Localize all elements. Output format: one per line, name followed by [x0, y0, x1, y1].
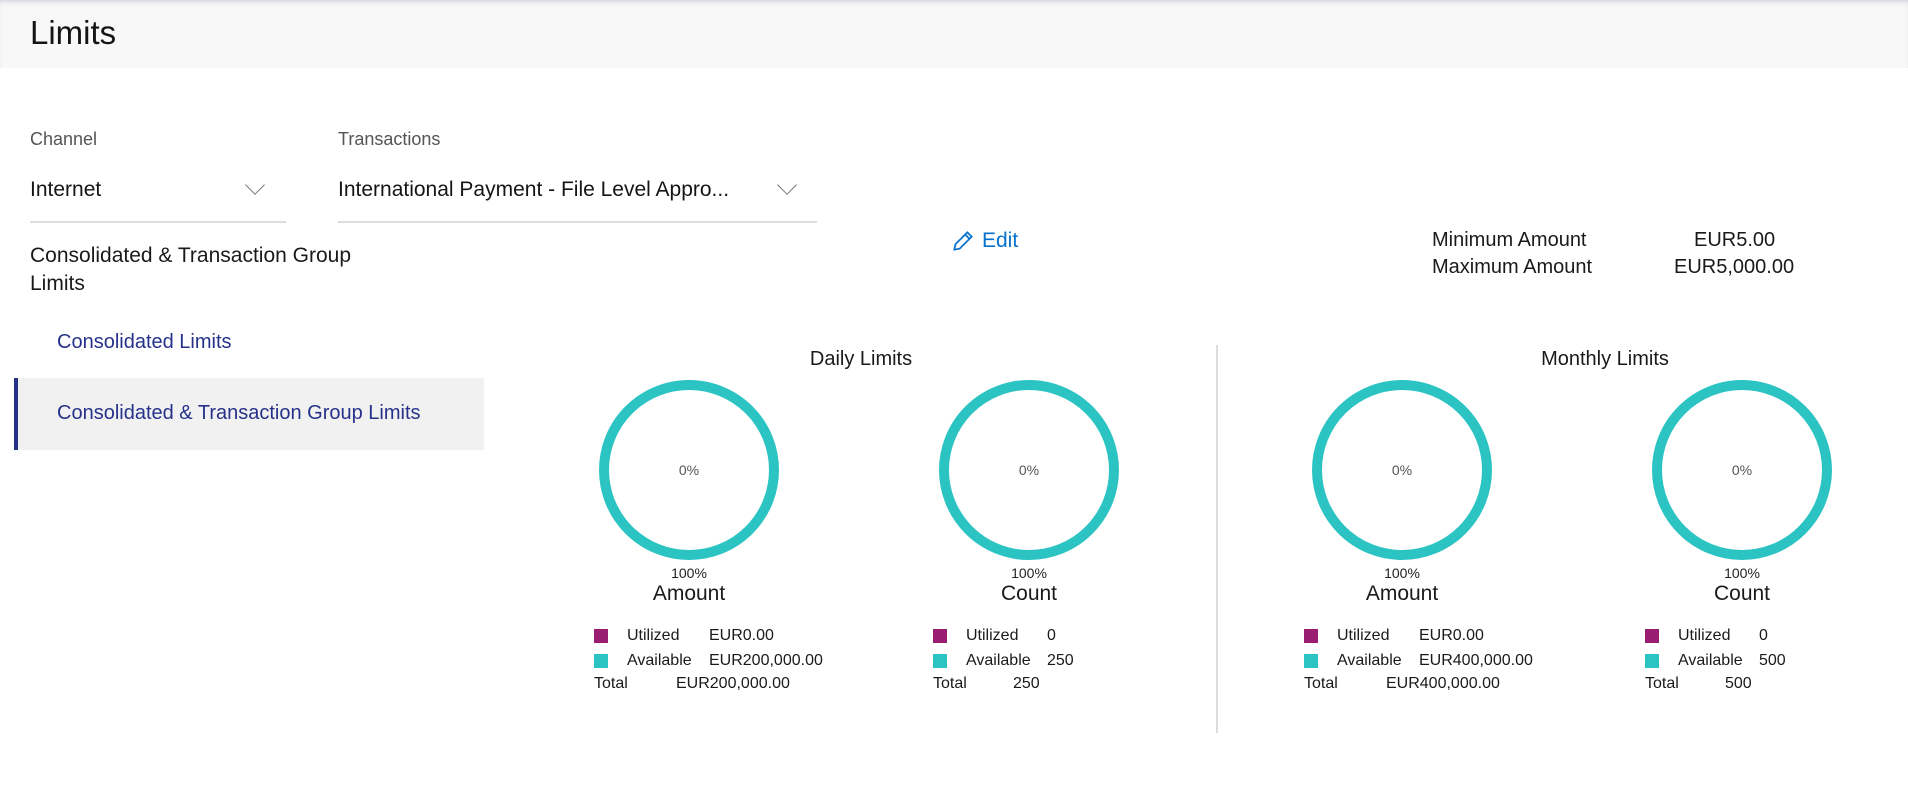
- monthly-count-center-pct: 0%: [1731, 462, 1753, 478]
- monthly-count-caption: Count: [1713, 582, 1771, 605]
- daily-amount-legend-utilized: Utilized EUR0.00: [594, 627, 774, 645]
- monthly-amount-total: Total EUR400,000.00: [1304, 675, 1500, 693]
- transactions-label: Transactions: [338, 129, 441, 149]
- available-label: Available: [966, 652, 1031, 669]
- monthly-amount-caption: Amount: [1365, 582, 1439, 605]
- chevron-down-icon: [245, 175, 265, 195]
- total-value: EUR200,000.00: [676, 675, 790, 692]
- utilized-value: 0: [1759, 627, 1768, 644]
- total-label: Total: [594, 675, 628, 692]
- min-amount-label: Minimum Amount: [1432, 229, 1587, 251]
- transactions-value: International Payment - File Level Appro…: [338, 178, 730, 201]
- utilized-swatch: [933, 629, 947, 643]
- available-label: Available: [627, 652, 692, 669]
- available-swatch: [1304, 654, 1318, 668]
- monthly-count-donut: [1652, 380, 1832, 560]
- available-swatch: [594, 654, 608, 668]
- sidebar-item-consolidated-limits[interactable]: Consolidated Limits: [57, 331, 232, 353]
- section-divider: [1216, 345, 1218, 733]
- min-amount-value: EUR5.00: [1694, 229, 1776, 251]
- daily-amount-legend-available: Available EUR200,000.00: [594, 652, 823, 670]
- total-label: Total: [933, 675, 967, 692]
- pencil-icon: [953, 231, 973, 251]
- daily-amount-center-pct: 0%: [678, 462, 700, 478]
- daily-amount-total: Total EUR200,000.00: [594, 675, 790, 693]
- available-value: EUR200,000.00: [709, 652, 823, 669]
- daily-amount-bottom-pct: 100%: [671, 565, 707, 581]
- sidebar-item-label: Consolidated & Transaction Group Limits: [57, 402, 421, 424]
- sidebar-item-consolidated-transaction-group-limits[interactable]: Consolidated & Transaction Group Limits: [14, 378, 484, 450]
- utilized-value: 0: [1047, 627, 1056, 644]
- daily-count-caption: Count: [1000, 582, 1058, 605]
- daily-count-center-pct: 0%: [1018, 462, 1040, 478]
- daily-amount-donut: [599, 380, 779, 560]
- available-value: EUR400,000.00: [1419, 652, 1533, 669]
- total-value: EUR400,000.00: [1386, 675, 1500, 692]
- monthly-count-total: Total 500: [1645, 675, 1752, 693]
- available-value: 250: [1047, 652, 1074, 669]
- daily-count-bottom-pct: 100%: [1011, 565, 1047, 581]
- total-value: 500: [1725, 675, 1752, 692]
- monthly-limits-title: Monthly Limits: [1541, 348, 1669, 370]
- monthly-amount-center-pct: 0%: [1391, 462, 1413, 478]
- channel-dropdown[interactable]: Internet: [30, 170, 286, 224]
- page-header: [0, 0, 1908, 68]
- sidebar-heading: Consolidated & Transaction Group Limits: [30, 244, 352, 295]
- monthly-amount-bottom-pct: 100%: [1384, 565, 1420, 581]
- utilized-swatch: [594, 629, 608, 643]
- monthly-amount-legend-utilized: Utilized EUR0.00: [1304, 627, 1484, 645]
- total-value: 250: [1013, 675, 1040, 692]
- utilized-label: Utilized: [1678, 627, 1731, 644]
- max-amount-label: Maximum Amount: [1432, 256, 1593, 278]
- daily-limits-title: Daily Limits: [809, 348, 913, 370]
- daily-amount-caption: Amount: [652, 582, 726, 605]
- utilized-label: Utilized: [966, 627, 1019, 644]
- available-label: Available: [1337, 652, 1402, 669]
- transactions-dropdown[interactable]: International Payment - File Level Appro…: [338, 170, 817, 224]
- utilized-label: Utilized: [627, 627, 680, 644]
- daily-count-legend-available: Available 250: [933, 652, 1074, 670]
- edit-button[interactable]: Edit: [950, 228, 1018, 254]
- total-label: Total: [1304, 675, 1338, 692]
- utilized-value: EUR0.00: [709, 627, 774, 644]
- channel-underline: [30, 221, 286, 223]
- total-label: Total: [1645, 675, 1679, 692]
- utilized-label: Utilized: [1337, 627, 1390, 644]
- monthly-amount-legend-available: Available EUR400,000.00: [1304, 652, 1533, 670]
- monthly-count-legend-available: Available 500: [1645, 652, 1786, 670]
- daily-count-total: Total 250: [933, 675, 1040, 693]
- available-value: 500: [1759, 652, 1786, 669]
- daily-count-donut: [939, 380, 1119, 560]
- available-swatch: [933, 654, 947, 668]
- transactions-underline: [338, 221, 817, 223]
- available-swatch: [1645, 654, 1659, 668]
- daily-count-legend-utilized: Utilized 0: [933, 627, 1056, 645]
- channel-value: Internet: [30, 178, 102, 201]
- monthly-amount-donut: [1312, 380, 1492, 560]
- edit-label: Edit: [982, 229, 1019, 252]
- monthly-count-bottom-pct: 100%: [1724, 565, 1760, 581]
- utilized-swatch: [1645, 629, 1659, 643]
- monthly-count-legend-utilized: Utilized 0: [1645, 627, 1768, 645]
- utilized-swatch: [1304, 629, 1318, 643]
- available-label: Available: [1678, 652, 1743, 669]
- max-amount-value: EUR5,000.00: [1674, 256, 1795, 278]
- chevron-down-icon: [777, 175, 797, 195]
- channel-label: Channel: [30, 129, 98, 149]
- page-title: Limits: [30, 14, 117, 51]
- utilized-value: EUR0.00: [1419, 627, 1484, 644]
